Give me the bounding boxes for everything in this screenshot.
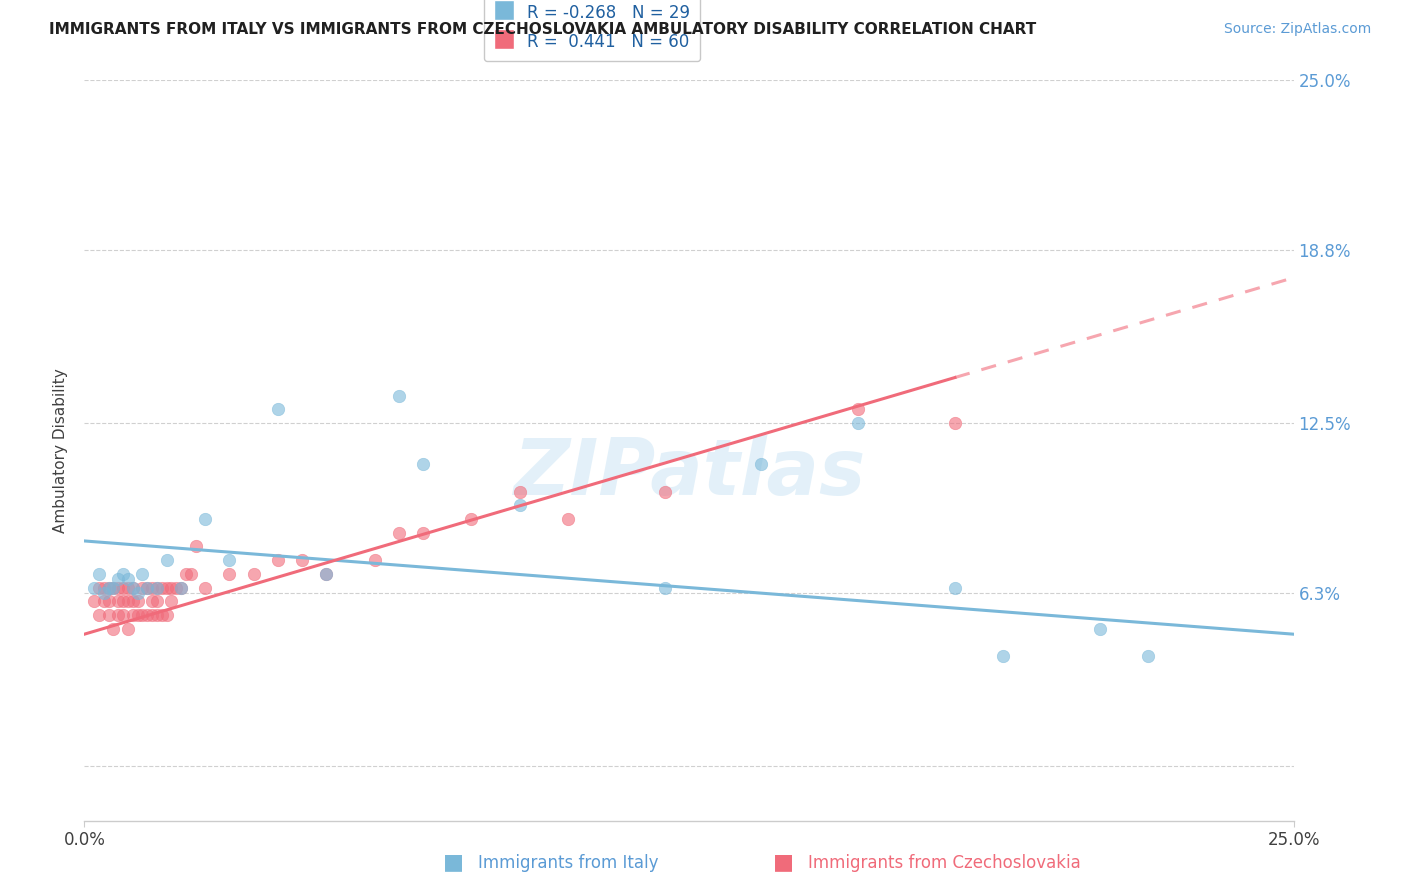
Point [1088, 622, 1111, 636]
Point [155, 581, 177, 595]
Text: ■: ■ [773, 853, 794, 872]
Point [127, 607, 149, 622]
Point [141, 594, 163, 608]
Point [97, 581, 120, 595]
Point [315, 566, 337, 581]
Point [112, 594, 135, 608]
Point [654, 484, 676, 499]
Point [174, 566, 197, 581]
Point [112, 566, 135, 581]
Point [127, 586, 149, 600]
Point [136, 581, 159, 595]
Point [136, 607, 159, 622]
Point [121, 581, 143, 595]
Point [112, 607, 135, 622]
Text: IMMIGRANTS FROM ITALY VS IMMIGRANTS FROM CZECHOSLOVAKIA AMBULATORY DISABILITY CO: IMMIGRANTS FROM ITALY VS IMMIGRANTS FROM… [49, 22, 1036, 37]
Point [751, 457, 773, 471]
Point [112, 581, 135, 595]
Y-axis label: Ambulatory Disability: Ambulatory Disability [53, 368, 69, 533]
Legend: R = -0.268   N = 29, R =  0.441   N = 60: R = -0.268 N = 29, R = 0.441 N = 60 [484, 0, 700, 62]
Point [97, 581, 120, 595]
Point [155, 553, 177, 567]
Text: Immigrants from Czechoslovakia: Immigrants from Czechoslovakia [808, 855, 1081, 872]
Point [363, 553, 385, 567]
Point [291, 553, 314, 567]
Point [87, 566, 110, 581]
Point [509, 498, 531, 512]
Point [194, 512, 217, 526]
Point [121, 581, 143, 595]
Point [93, 581, 115, 595]
Point [87, 607, 110, 622]
Point [509, 484, 531, 499]
Point [141, 581, 163, 595]
Point [117, 581, 139, 595]
Point [993, 649, 1015, 664]
Point [267, 553, 290, 567]
Point [131, 607, 153, 622]
Point [150, 607, 173, 622]
Point [165, 581, 187, 595]
Point [97, 594, 120, 608]
Point [388, 525, 411, 540]
Point [103, 622, 125, 636]
Point [943, 581, 966, 595]
Point [103, 581, 125, 595]
Point [412, 525, 434, 540]
Point [121, 607, 143, 622]
Point [155, 607, 177, 622]
Point [557, 512, 579, 526]
Point [117, 622, 139, 636]
Text: Source: ZipAtlas.com: Source: ZipAtlas.com [1223, 22, 1371, 37]
Point [146, 581, 169, 595]
Point [87, 581, 110, 595]
Point [131, 581, 153, 595]
Point [93, 594, 115, 608]
Point [141, 607, 163, 622]
Point [315, 566, 337, 581]
Point [107, 572, 129, 586]
Point [97, 607, 120, 622]
Point [131, 566, 153, 581]
Point [107, 607, 129, 622]
Point [460, 512, 482, 526]
Point [83, 581, 105, 595]
Point [93, 586, 115, 600]
Point [107, 594, 129, 608]
Point [136, 581, 159, 595]
Point [107, 581, 129, 595]
Point [150, 581, 173, 595]
Point [218, 553, 240, 567]
Point [146, 581, 169, 595]
Point [218, 566, 240, 581]
Point [127, 594, 149, 608]
Point [121, 594, 143, 608]
Point [943, 416, 966, 430]
Point [160, 594, 183, 608]
Point [1137, 649, 1160, 664]
Text: ■: ■ [443, 853, 464, 872]
Text: Immigrants from Italy: Immigrants from Italy [478, 855, 658, 872]
Point [170, 581, 193, 595]
Text: ZIPatlas: ZIPatlas [513, 434, 865, 511]
Point [846, 402, 869, 417]
Point [388, 389, 411, 403]
Point [160, 581, 183, 595]
Point [654, 581, 676, 595]
Point [412, 457, 434, 471]
Point [194, 581, 217, 595]
Point [146, 594, 169, 608]
Point [146, 607, 169, 622]
Point [117, 572, 139, 586]
Point [242, 566, 264, 581]
Point [117, 594, 139, 608]
Point [184, 540, 207, 554]
Point [180, 566, 202, 581]
Point [83, 594, 105, 608]
Point [170, 581, 193, 595]
Point [267, 402, 290, 417]
Point [846, 416, 869, 430]
Point [103, 581, 125, 595]
